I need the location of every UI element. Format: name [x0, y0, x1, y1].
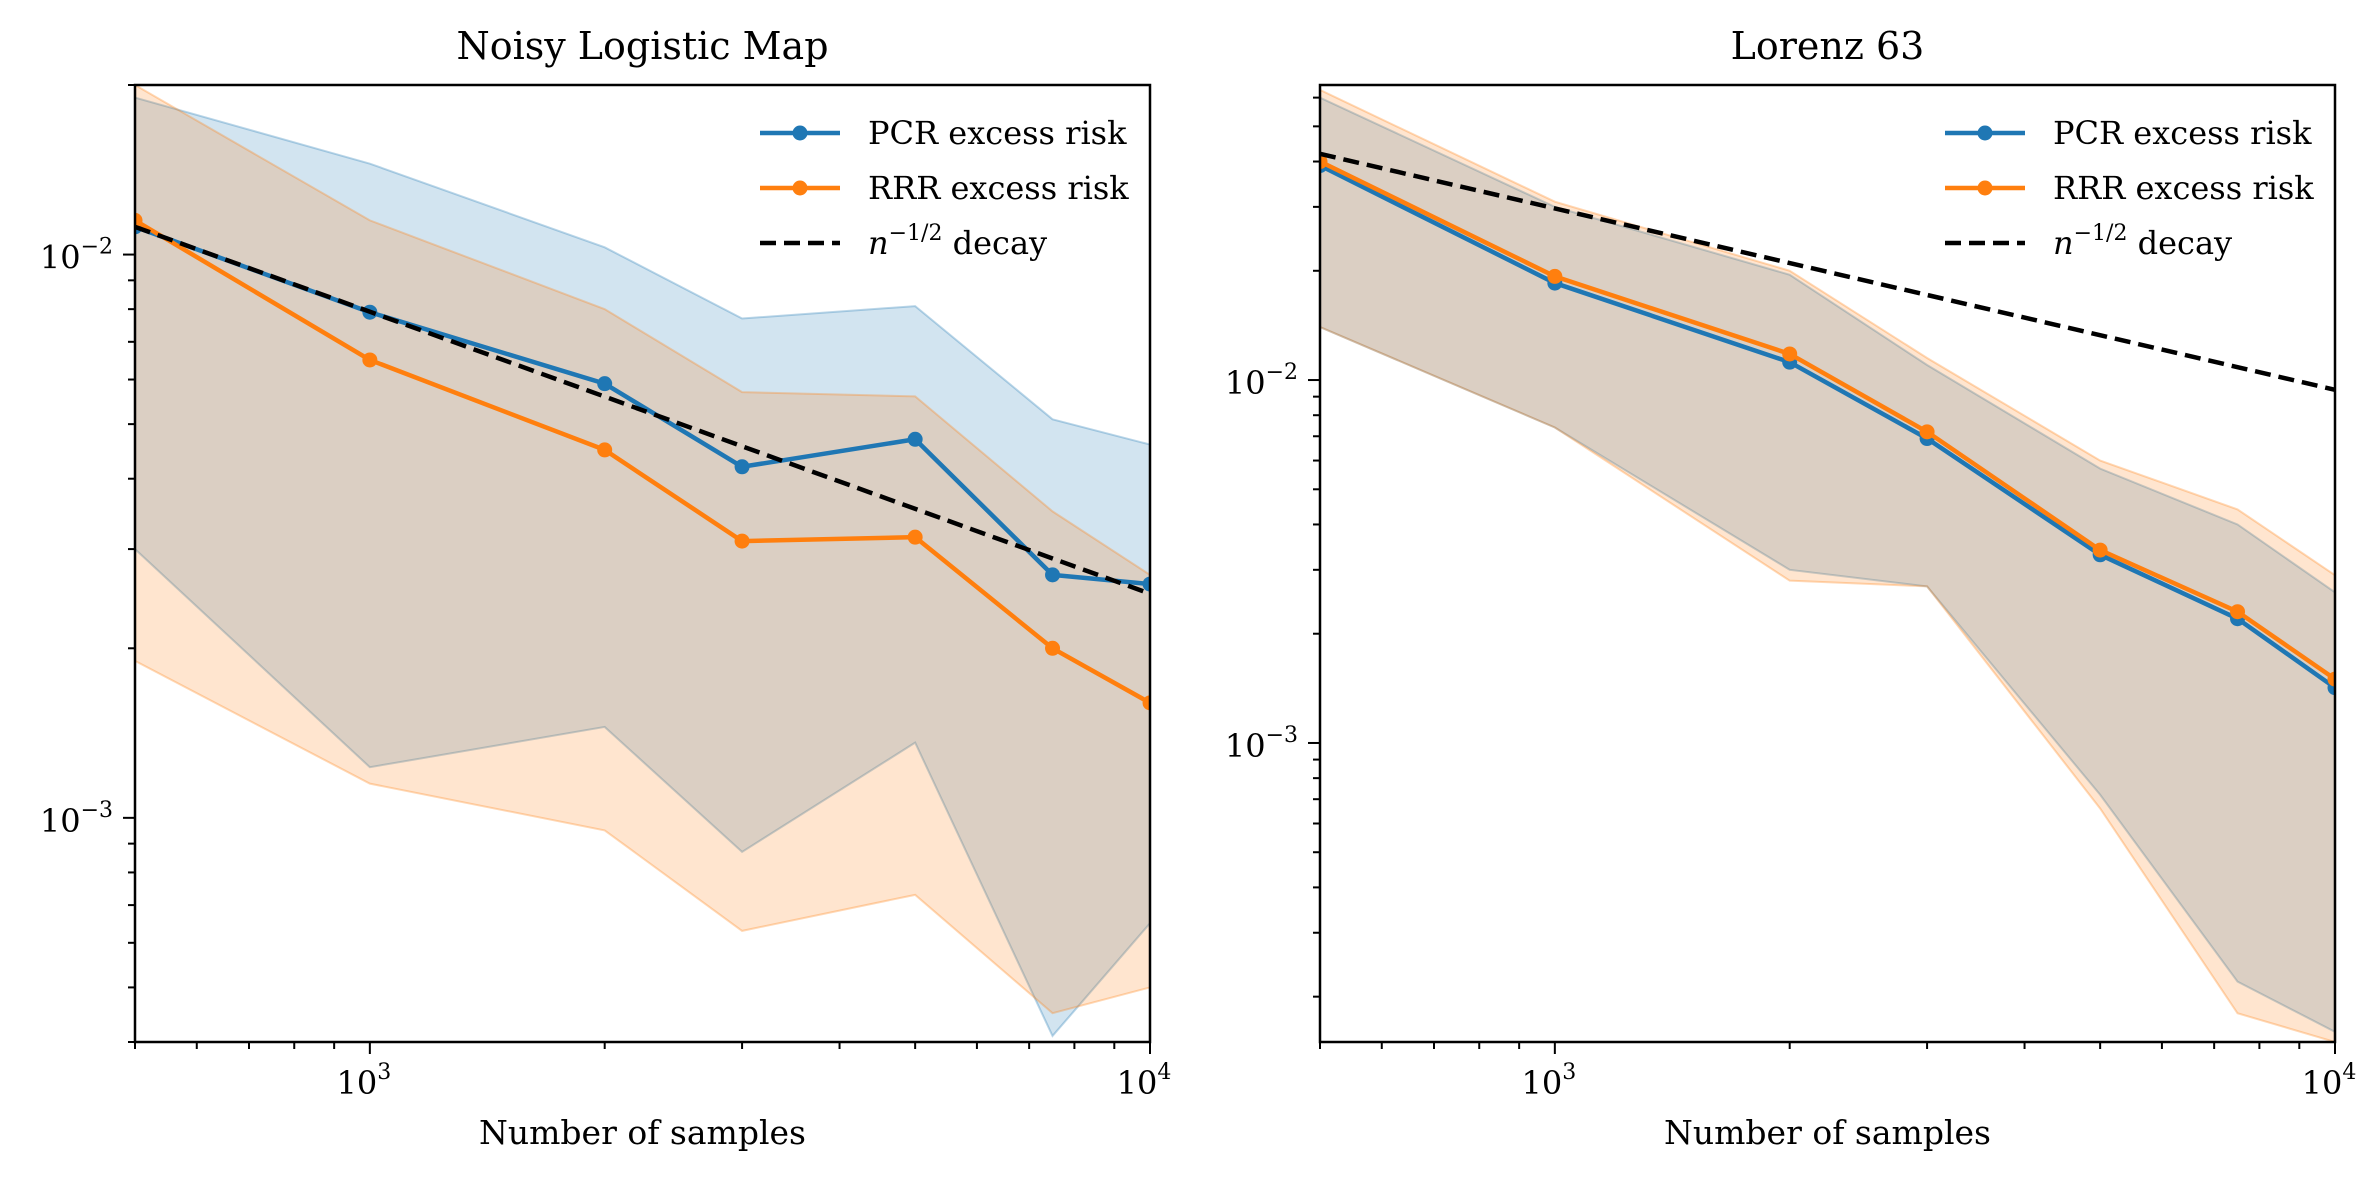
legend-label-decay: n−1/2 decay: [2053, 221, 2232, 262]
y-tick-label: 10−3: [1225, 723, 1298, 765]
axes-frame: [1318, 83, 2337, 1044]
plot-area: [135, 85, 1150, 1038]
data-point-rrr: [1547, 268, 1563, 284]
chart-panel-1: 103 104 10−3 10−2 Noisy Logistic Map Number o…: [40, 24, 1172, 1152]
plot-area: [1320, 88, 2335, 1042]
axes-frame: [133, 83, 1152, 1044]
data-point-pcr: [1142, 576, 1150, 592]
data-point-pcr: [734, 459, 750, 475]
x-axis: 103 104: [134, 1042, 1172, 1102]
x-axis-label: Number of samples: [1664, 1113, 1991, 1152]
legend: PCR excess risk RRR excess risk n−1/2 deca…: [1945, 114, 2314, 262]
data-point-pcr: [597, 376, 613, 392]
data-point-rrr: [907, 529, 923, 545]
data-point-rrr: [1320, 154, 1328, 170]
legend-label-decay: n−1/2 decay: [868, 221, 1047, 262]
legend-marker-pcr: [1977, 125, 1993, 141]
data-point-rrr: [1782, 346, 1798, 362]
x-axis-label: Number of samples: [479, 1113, 806, 1152]
data-point-rrr: [734, 533, 750, 549]
chart-title: Lorenz 63: [1731, 24, 1925, 68]
band-rrr: [1320, 88, 2335, 1042]
legend-marker-pcr: [792, 125, 808, 141]
chart-panel-2: 103 104 10−3 10−2 Lorenz 63 Number of samples…: [1225, 24, 2357, 1152]
x-tick-label: 103: [1521, 1060, 1576, 1102]
data-point-rrr: [362, 352, 378, 368]
y-axis: 10−3 10−2: [40, 84, 135, 1043]
legend-marker-rrr: [1977, 180, 1993, 196]
y-tick-label: 10−2: [40, 235, 113, 277]
y-axis: 10−3 10−2: [1225, 96, 1320, 998]
data-point-rrr: [1142, 695, 1150, 711]
data-point-rrr: [2327, 671, 2335, 687]
x-axis: 103 104: [1319, 1042, 2357, 1102]
y-tick-label: 10−2: [1225, 360, 1298, 402]
y-tick-label: 10−3: [40, 798, 113, 840]
data-point-rrr: [1919, 424, 1935, 440]
legend-label-pcr: PCR excess risk: [868, 114, 1127, 152]
data-point-pcr: [907, 431, 923, 447]
data-point-rrr: [2092, 542, 2108, 558]
band-pcr: [1320, 96, 2335, 1033]
reference-line-decay: [1320, 151, 2335, 392]
x-tick-label: 104: [1117, 1060, 1172, 1102]
data-point-rrr: [2230, 604, 2246, 620]
data-point-rrr: [135, 212, 143, 228]
legend-label-rrr: RRR excess risk: [868, 169, 1129, 207]
chart-title: Noisy Logistic Map: [456, 24, 828, 68]
reference-line-decay: [135, 224, 1150, 596]
legend-label-pcr: PCR excess risk: [2053, 114, 2312, 152]
legend-label-rrr: RRR excess risk: [2053, 169, 2314, 207]
data-point-rrr: [1045, 640, 1061, 656]
data-point-rrr: [597, 442, 613, 458]
band-pcr: [135, 96, 1150, 1038]
legend-marker-rrr: [792, 180, 808, 196]
legend: PCR excess risk RRR excess risk n−1/2 deca…: [760, 114, 1129, 262]
x-tick-label: 104: [2302, 1060, 2357, 1102]
data-point-pcr: [1045, 567, 1061, 583]
x-tick-label: 103: [336, 1060, 391, 1102]
